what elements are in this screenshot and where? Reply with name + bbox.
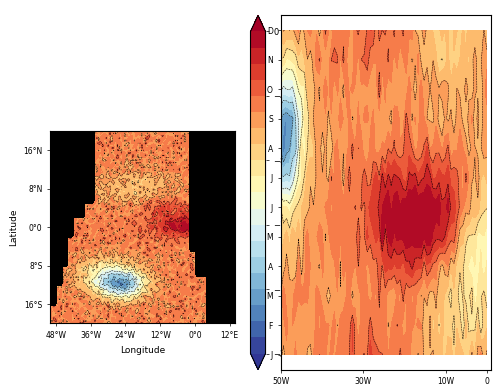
- Y-axis label: Latitude: Latitude: [9, 208, 18, 246]
- PathPatch shape: [250, 353, 266, 370]
- PathPatch shape: [250, 15, 266, 32]
- X-axis label: Longitude: Longitude: [120, 346, 165, 355]
